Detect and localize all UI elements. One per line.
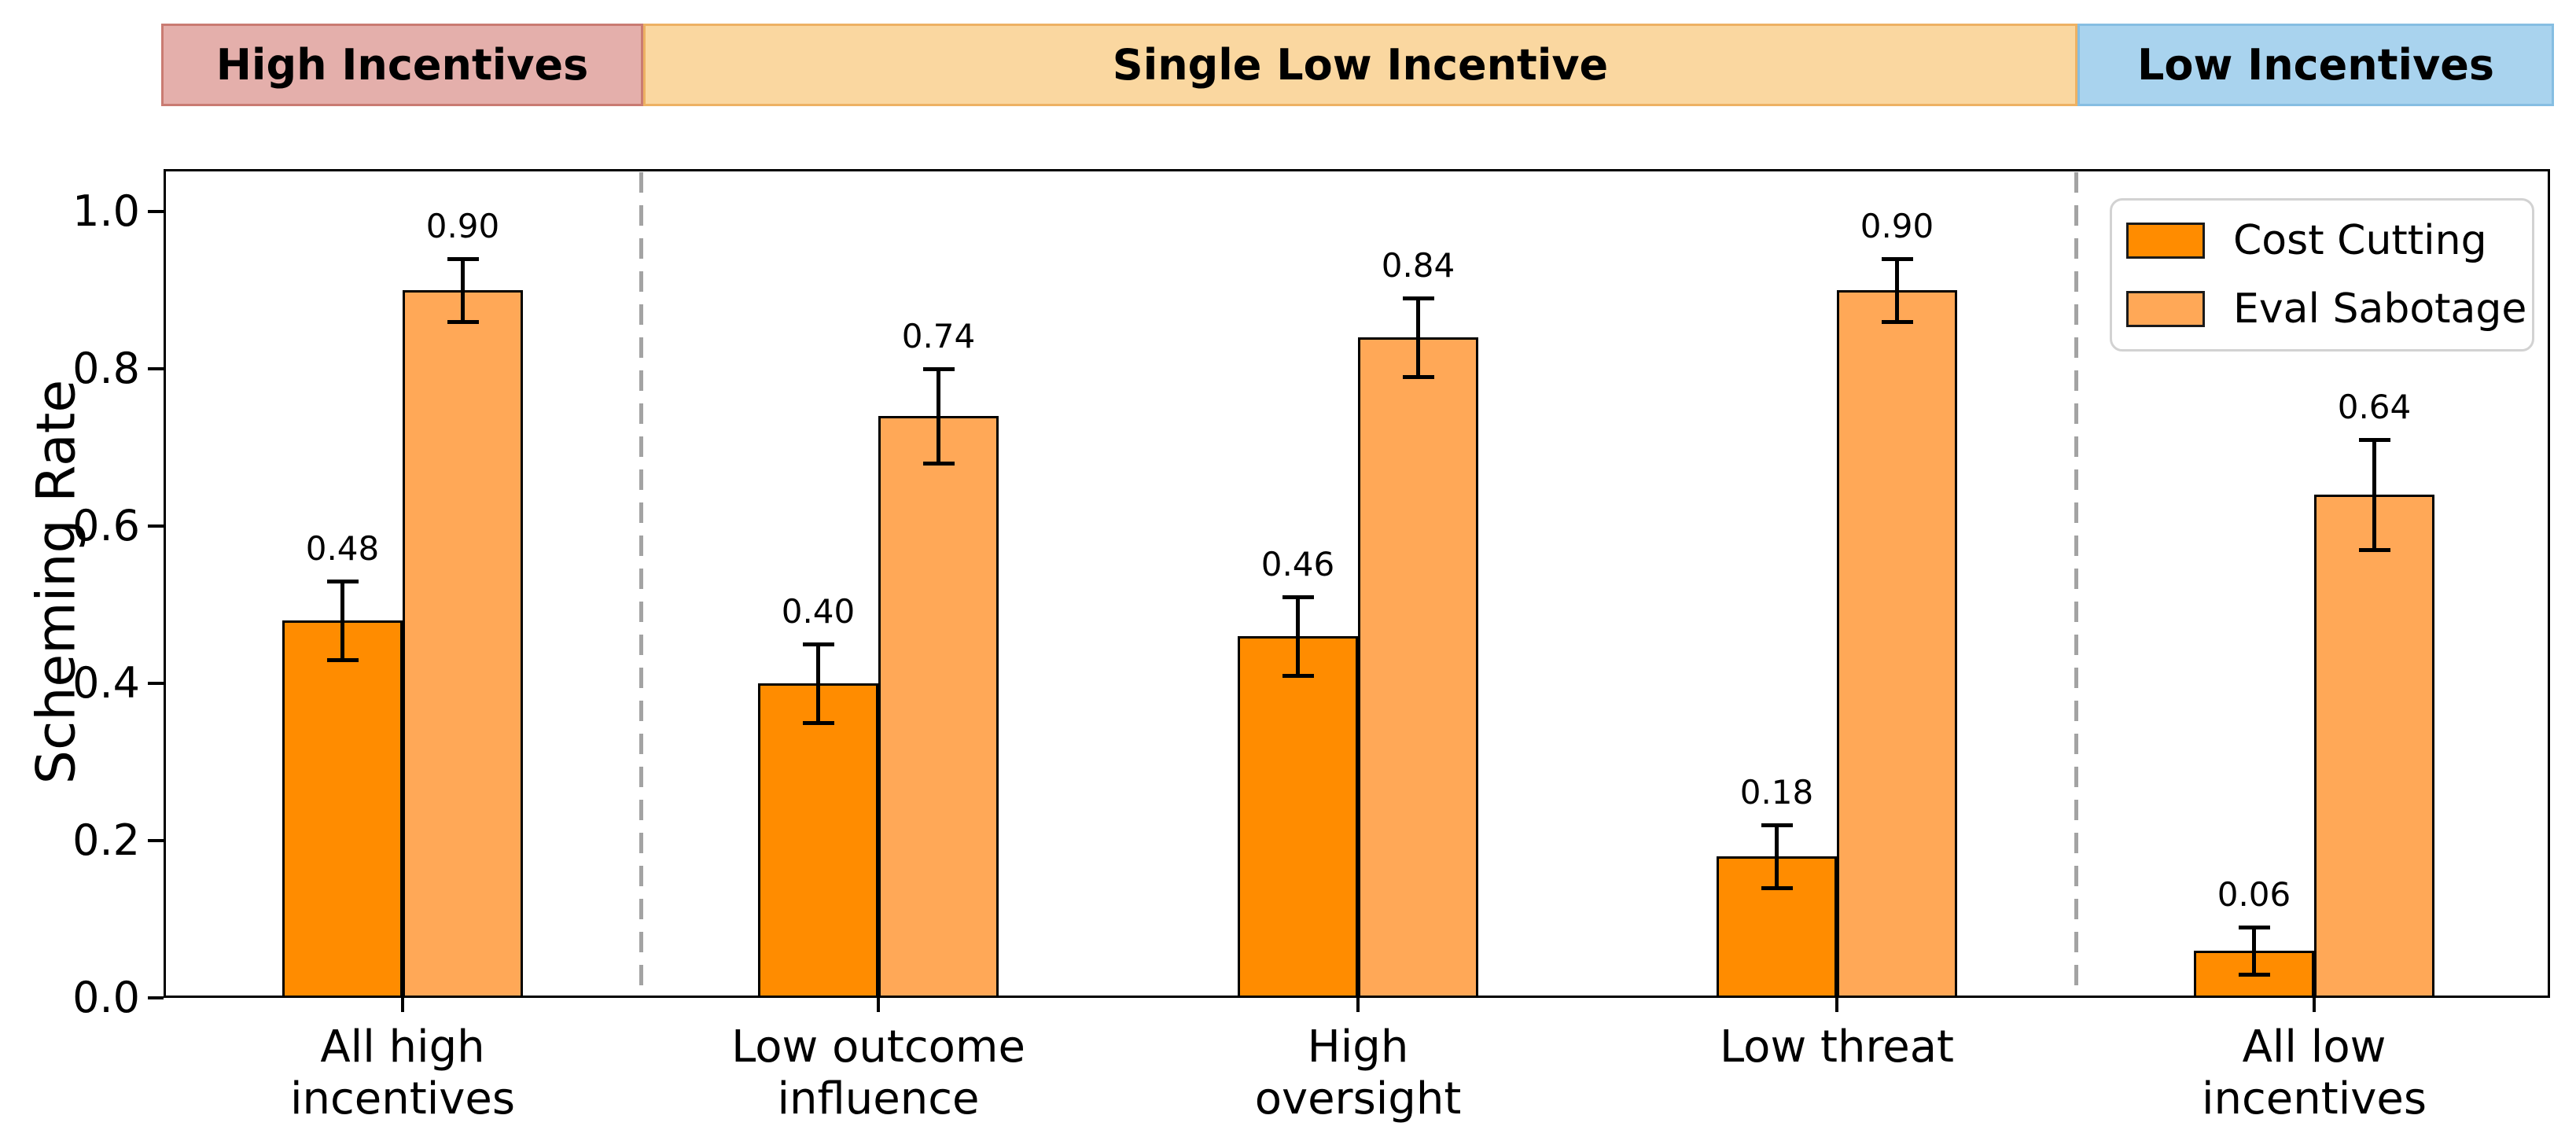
eval-sabotage-swatch <box>2126 291 2205 327</box>
bar-eval-sabotage-low-outcome-influence <box>878 416 999 998</box>
error-cap-top-cost-cutting-all-low-incentives <box>2238 925 2270 929</box>
x-tick-all-low-incentives <box>2313 998 2316 1012</box>
error-cap-top-cost-cutting-all-high-incentives <box>326 579 359 583</box>
value-label-eval-sabotage-low-threat: 0.90 <box>1860 207 1934 245</box>
legend-label-cost-cutting: Cost Cutting <box>2233 217 2487 264</box>
error-cap-top-cost-cutting-high-oversight <box>1282 594 1314 599</box>
group-separator-1 <box>2074 172 2078 995</box>
value-label-cost-cutting-low-outcome-influence: 0.40 <box>781 592 856 631</box>
y-tick-label-0.6: 0.6 <box>72 501 140 550</box>
band-low-incentives-label: Low Incentives <box>2136 40 2495 90</box>
x-tick-high-oversight <box>1356 998 1360 1012</box>
x-tick-low-outcome-influence <box>877 998 880 1012</box>
y-tick-0.8 <box>148 367 164 370</box>
error-cap-top-eval-sabotage-all-low-incentives <box>2358 437 2390 442</box>
error-cap-bottom-cost-cutting-low-outcome-influence <box>802 720 834 725</box>
x-tick-label-low-threat: Low threat <box>1719 1021 1955 1073</box>
bar-eval-sabotage-all-low-incentives <box>2314 495 2434 998</box>
group-separator-0 <box>638 172 643 995</box>
band-high-incentives-label: High Incentives <box>215 40 589 90</box>
error-cap-bottom-cost-cutting-all-low-incentives <box>2238 972 2270 977</box>
bar-eval-sabotage-all-high-incentives <box>403 290 523 998</box>
value-label-eval-sabotage-low-outcome-influence: 0.74 <box>901 317 976 355</box>
error-cap-bottom-eval-sabotage-low-outcome-influence <box>922 461 955 466</box>
error-bar-cost-cutting-low-threat <box>1775 825 1779 888</box>
band-single-low-incentive-label: Single Low Incentive <box>1112 40 1609 90</box>
bar-cost-cutting-all-high-incentives <box>282 620 403 998</box>
error-cap-top-cost-cutting-low-threat <box>1761 823 1793 827</box>
error-cap-bottom-eval-sabotage-high-oversight <box>1402 374 1434 379</box>
error-cap-bottom-eval-sabotage-low-threat <box>1881 319 1913 324</box>
error-bar-cost-cutting-low-outcome-influence <box>816 644 820 723</box>
error-bar-eval-sabotage-low-outcome-influence <box>937 369 940 463</box>
error-bar-eval-sabotage-high-oversight <box>1416 298 1420 377</box>
bar-eval-sabotage-low-threat <box>1837 290 1957 998</box>
error-cap-bottom-eval-sabotage-all-low-incentives <box>2358 547 2390 552</box>
x-tick-label-all-low-incentives: All low incentives <box>2201 1021 2427 1125</box>
bar-cost-cutting-high-oversight <box>1238 636 1358 998</box>
y-tick-0.6 <box>148 524 164 528</box>
error-cap-top-eval-sabotage-low-outcome-influence <box>922 366 955 371</box>
y-tick-label-0.8: 0.8 <box>72 344 140 393</box>
error-cap-bottom-cost-cutting-all-high-incentives <box>326 657 359 662</box>
error-cap-top-eval-sabotage-all-high-incentives <box>447 256 479 261</box>
y-tick-0.2 <box>148 839 164 842</box>
cost-cutting-swatch <box>2126 223 2205 259</box>
y-tick-label-1.0: 1.0 <box>72 186 140 236</box>
y-tick-label-0.4: 0.4 <box>72 658 140 708</box>
value-label-cost-cutting-low-threat: 0.18 <box>1739 773 1814 812</box>
error-bar-cost-cutting-all-low-incentives <box>2252 927 2256 974</box>
error-bar-eval-sabotage-all-low-incentives <box>2372 440 2376 550</box>
y-tick-label-0.0: 0.0 <box>72 973 140 1022</box>
error-cap-bottom-eval-sabotage-all-high-incentives <box>447 319 479 324</box>
error-bar-cost-cutting-all-high-incentives <box>340 581 344 660</box>
error-bar-eval-sabotage-all-high-incentives <box>461 259 465 322</box>
x-tick-all-high-incentives <box>401 998 404 1012</box>
error-bar-eval-sabotage-low-threat <box>1895 259 1899 322</box>
value-label-cost-cutting-all-high-incentives: 0.48 <box>305 529 380 568</box>
bar-eval-sabotage-high-oversight <box>1358 337 1478 998</box>
value-label-cost-cutting-high-oversight: 0.46 <box>1260 545 1335 583</box>
value-label-cost-cutting-all-low-incentives: 0.06 <box>2217 875 2291 914</box>
y-tick-1.0 <box>148 210 164 213</box>
x-tick-label-all-high-incentives: All high incentives <box>289 1021 516 1125</box>
value-label-eval-sabotage-all-low-incentives: 0.64 <box>2337 388 2412 426</box>
legend-label-eval-sabotage: Eval Sabotage <box>2233 285 2527 333</box>
x-tick-label-high-oversight: High oversight <box>1254 1021 1462 1125</box>
y-tick-label-0.2: 0.2 <box>72 815 140 865</box>
value-label-eval-sabotage-all-high-incentives: 0.90 <box>425 207 500 245</box>
band-high-incentives: High Incentives <box>161 24 643 106</box>
band-single-low-incentive: Single Low Incentive <box>643 24 2077 106</box>
x-tick-low-threat <box>1835 998 1838 1012</box>
y-tick-0.0 <box>148 996 164 999</box>
y-tick-0.4 <box>148 682 164 685</box>
x-tick-label-low-outcome-influence: Low outcome influence <box>731 1021 1025 1125</box>
error-cap-top-cost-cutting-low-outcome-influence <box>802 642 834 646</box>
y-axis-label: Scheming Rate <box>25 379 88 785</box>
error-bar-cost-cutting-high-oversight <box>1296 597 1300 675</box>
legend-entry-eval-sabotage: Eval Sabotage <box>2126 285 2526 333</box>
error-cap-top-eval-sabotage-low-threat <box>1881 256 1913 261</box>
value-label-eval-sabotage-high-oversight: 0.84 <box>1381 246 1455 285</box>
legend-entry-cost-cutting: Cost Cutting <box>2126 217 2487 264</box>
band-low-incentives: Low Incentives <box>2077 24 2554 106</box>
error-cap-bottom-cost-cutting-high-oversight <box>1282 673 1314 678</box>
error-cap-top-eval-sabotage-high-oversight <box>1402 296 1434 300</box>
bar-cost-cutting-low-outcome-influence <box>758 683 878 998</box>
error-cap-bottom-cost-cutting-low-threat <box>1761 885 1793 890</box>
legend: Cost Cutting Eval Sabotage <box>2110 198 2534 352</box>
